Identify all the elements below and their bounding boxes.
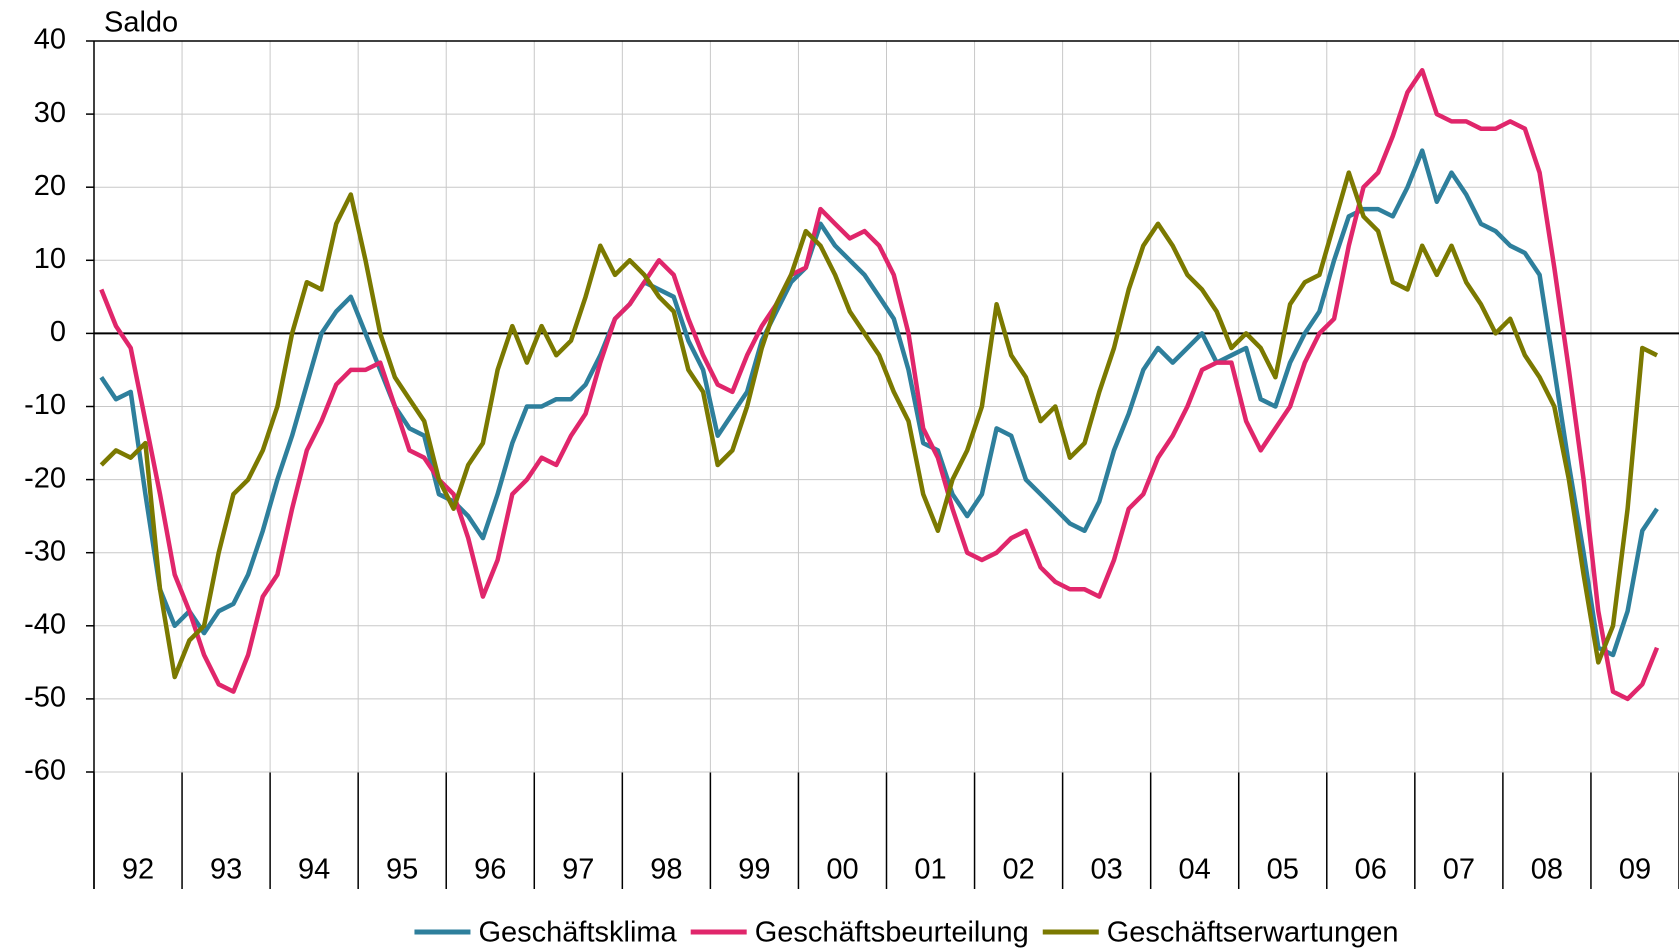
x-tick-label: 09 xyxy=(1619,854,1651,886)
x-tick-label: 94 xyxy=(298,854,330,886)
y-tick-label: 40 xyxy=(34,24,66,56)
x-tick-label: 07 xyxy=(1443,854,1475,886)
y-axis-label: Saldo xyxy=(104,7,178,39)
x-tick-label: 93 xyxy=(210,854,242,886)
x-tick-label: 04 xyxy=(1179,854,1211,886)
legend-label: Geschäftserwartungen xyxy=(1107,917,1399,949)
series-line xyxy=(99,67,1660,702)
series-line xyxy=(99,170,1659,680)
y-tick-label: 20 xyxy=(34,170,66,202)
y-tick-label: -30 xyxy=(24,535,66,567)
x-tick-label: 97 xyxy=(562,854,594,886)
y-tick-label: 30 xyxy=(34,97,66,129)
x-tick-label: 92 xyxy=(122,854,154,886)
x-tick-label: 02 xyxy=(1002,854,1034,886)
x-tick-label: 03 xyxy=(1091,854,1123,886)
legend-label: Geschäftsbeurteilung xyxy=(755,917,1029,949)
y-tick-label: 10 xyxy=(34,243,66,275)
x-tick-label: 01 xyxy=(914,854,946,886)
series-line xyxy=(99,148,1659,658)
y-tick-label: -60 xyxy=(24,755,66,787)
y-tick-label: -10 xyxy=(24,389,66,421)
x-tick-label: 98 xyxy=(650,854,682,886)
y-tick-label: -40 xyxy=(24,608,66,640)
x-tick-label: 95 xyxy=(386,854,418,886)
x-tick-label: 05 xyxy=(1267,854,1299,886)
y-tick-label: 0 xyxy=(50,316,66,348)
y-tick-label: -20 xyxy=(24,462,66,494)
x-tick-label: 08 xyxy=(1531,854,1563,886)
x-tick-label: 99 xyxy=(738,854,770,886)
legend-label: Geschäftsklima xyxy=(478,917,677,949)
x-tick-label: 00 xyxy=(826,854,858,886)
x-tick-label: 96 xyxy=(474,854,506,886)
y-tick-label: -50 xyxy=(24,682,66,714)
x-tick-label: 06 xyxy=(1355,854,1387,886)
